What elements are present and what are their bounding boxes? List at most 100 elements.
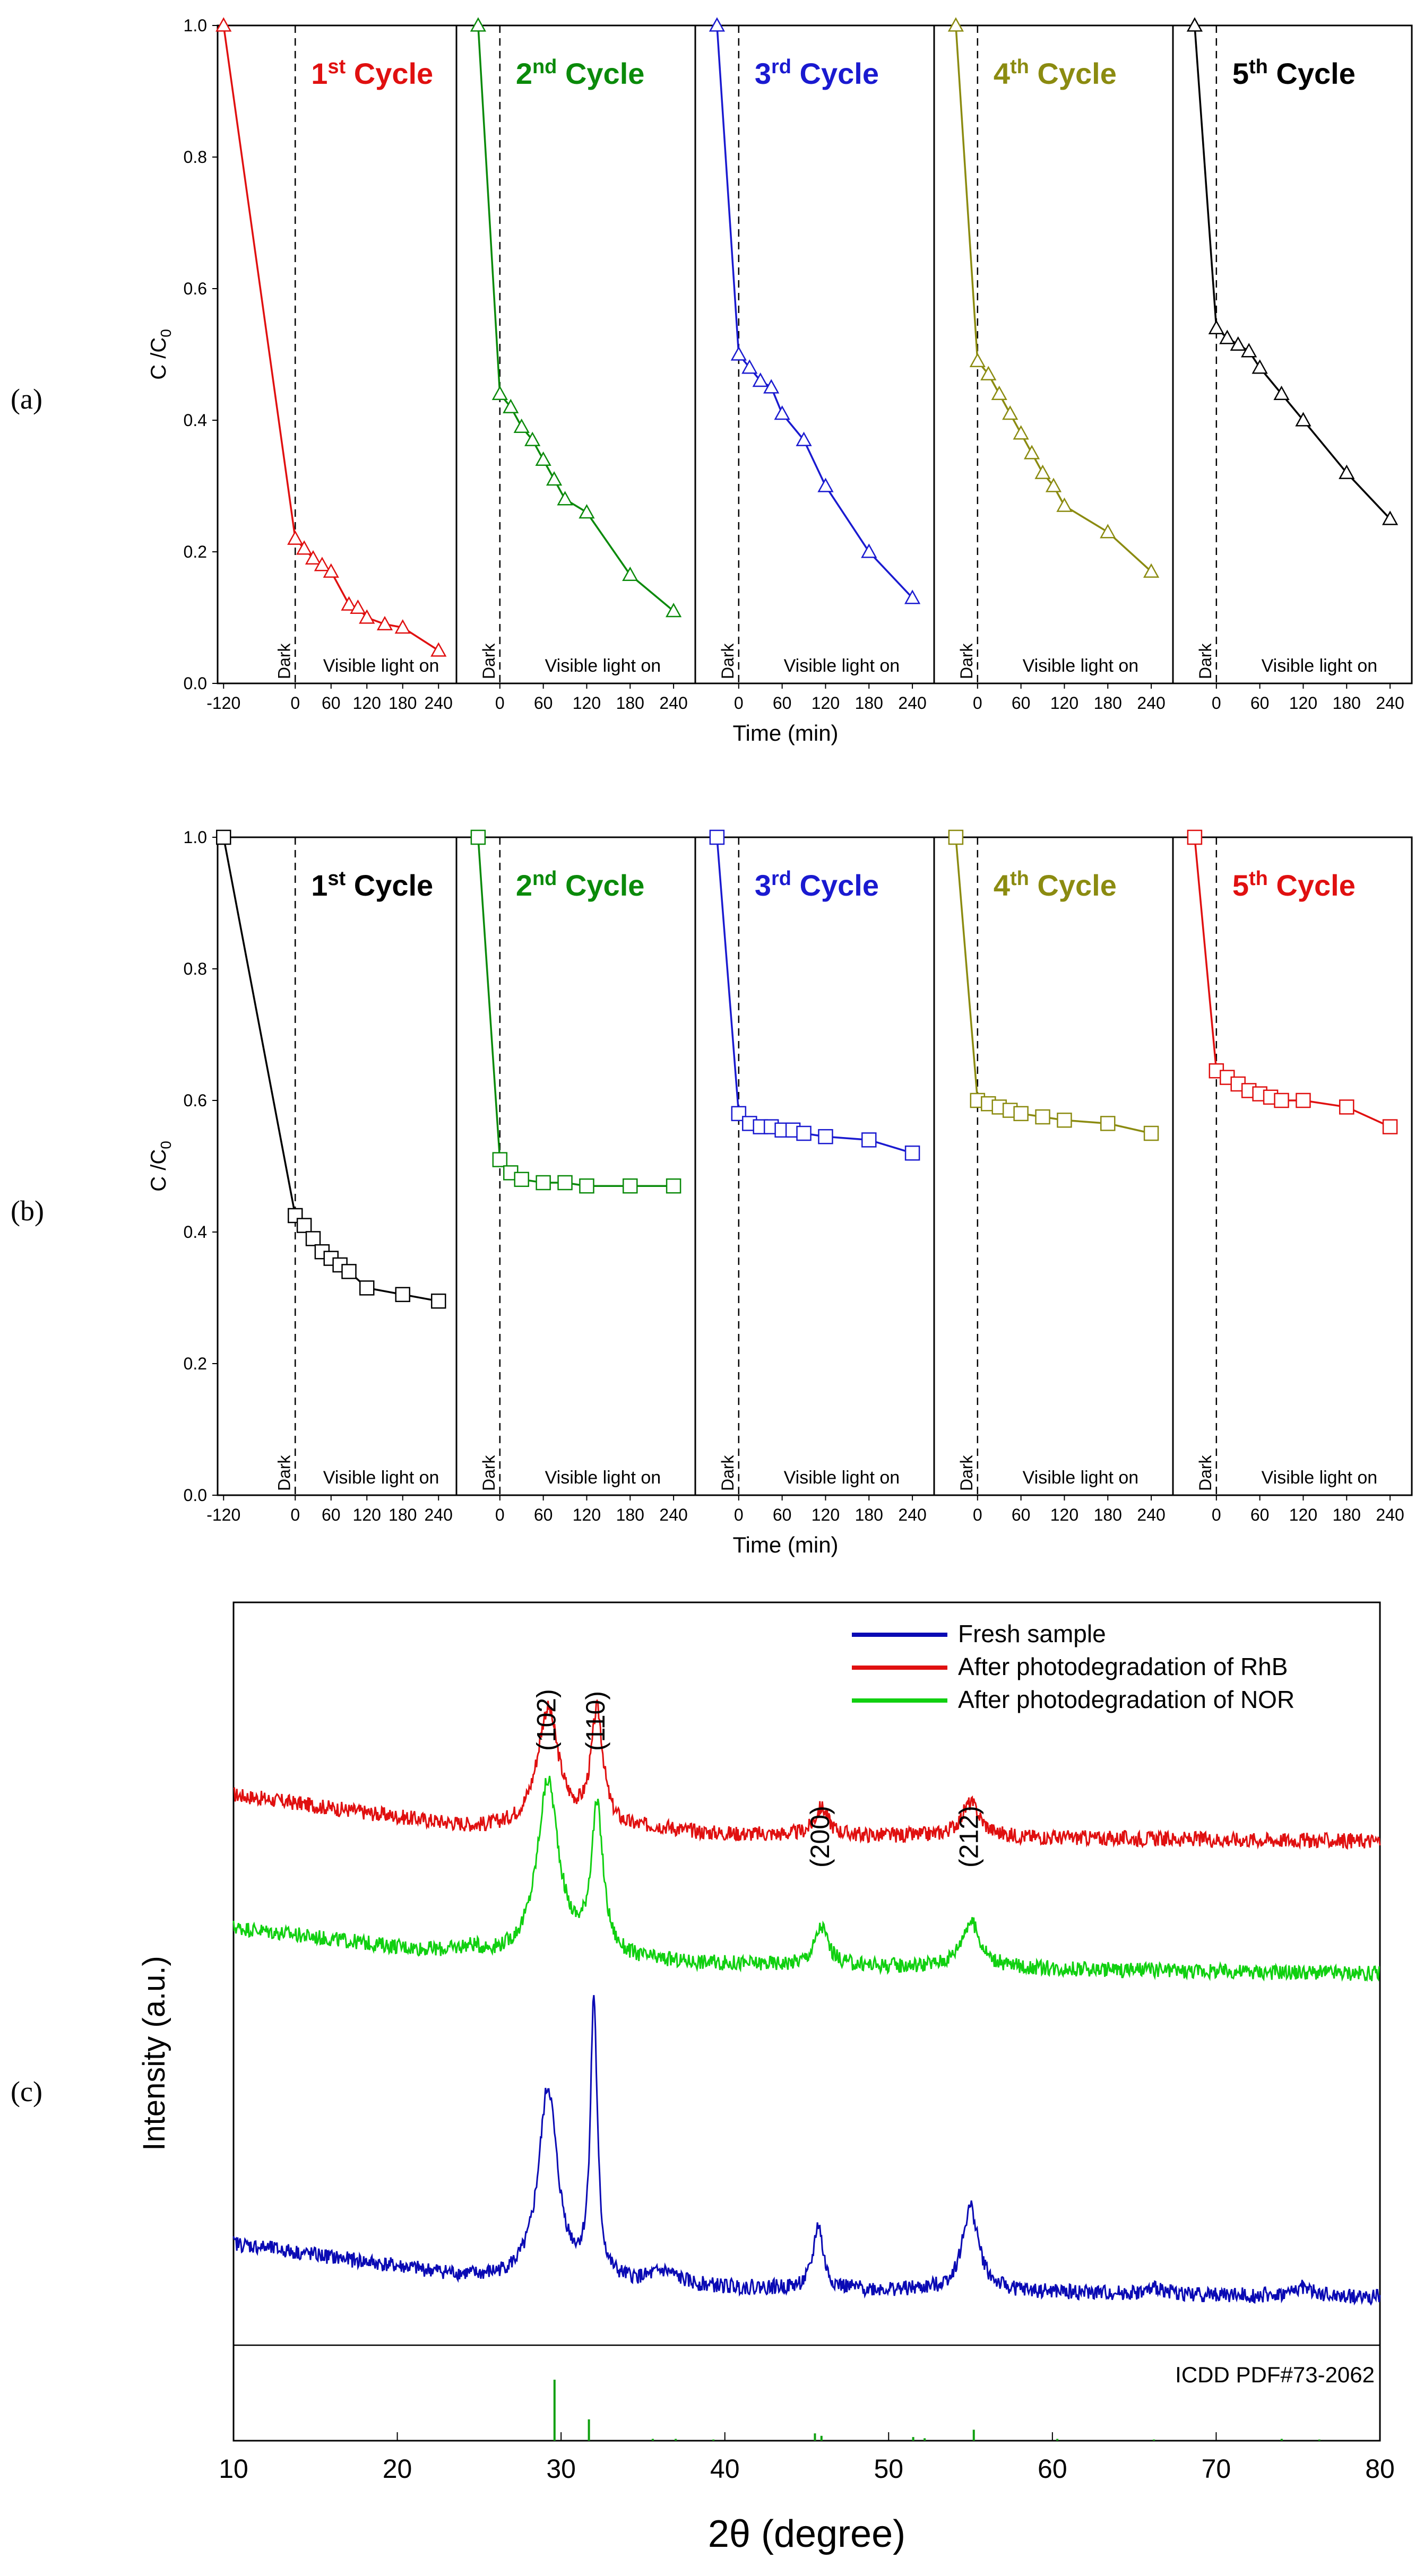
dark-label: Dark (718, 1454, 737, 1491)
x-tick-label: 240 (1137, 693, 1165, 713)
cycle-title: 4th Cycle (994, 56, 1117, 90)
data-point (341, 596, 357, 611)
data-point (305, 1231, 321, 1246)
visible-light-label: Visible light on (1023, 1468, 1139, 1488)
cycle-ordinal: nd (532, 56, 557, 78)
visible-light-label: Visible light on (784, 1468, 900, 1488)
data-point (709, 829, 725, 845)
data-point (947, 17, 964, 32)
cycle-number: 2 (516, 869, 532, 902)
visible-light-label: Visible light on (323, 656, 439, 676)
data-point (1023, 445, 1040, 459)
data-point (296, 540, 313, 555)
data-point (557, 1175, 573, 1191)
data-point (763, 379, 780, 394)
x-tick-label: 50 (874, 2454, 903, 2484)
cycle-word: Cycle (346, 869, 433, 902)
x-tick-label: 180 (1333, 693, 1361, 713)
data-point (752, 372, 769, 387)
data-point (666, 1178, 681, 1194)
dark-label: Dark (957, 1454, 976, 1491)
visible-light-label: Visible light on (1262, 656, 1378, 676)
data-point (1241, 343, 1257, 358)
data-point (536, 1175, 551, 1191)
x-tick-label: 60 (534, 1505, 553, 1524)
data-point (1034, 464, 1051, 479)
cycle-ordinal: rd (771, 868, 791, 890)
data-point (1143, 563, 1160, 578)
cycle-number: 4 (994, 869, 1010, 902)
x-tick-label: 60 (534, 693, 553, 713)
data-point (1045, 478, 1062, 492)
cycle-ordinal: st (327, 56, 346, 78)
data-point (524, 431, 541, 446)
cycle-frame (694, 836, 935, 1496)
x-tick-label: 80 (1365, 2454, 1395, 2484)
x-tick-label: 180 (389, 693, 417, 713)
x-tick-label: 240 (425, 693, 453, 713)
y-axis-label: Intensity (a.u.) (137, 1956, 171, 2150)
cycle-title: 5th Cycle (1232, 868, 1356, 902)
x-tick-label: 40 (710, 2454, 740, 2484)
y-axis-label: C /C0 (147, 329, 174, 380)
x-tick-label: 120 (1289, 1505, 1317, 1524)
data-point (1035, 1109, 1050, 1125)
peak-label: (212) (954, 1806, 984, 1868)
x-tick-label: 120 (1289, 693, 1317, 713)
x-tick-label: 20 (383, 2454, 412, 2484)
series-line (222, 837, 439, 1302)
data-point (861, 543, 877, 558)
y-axis-label-main: C /C (147, 337, 170, 380)
data-point (535, 451, 551, 466)
panel-label-b: (b) (11, 1195, 44, 1227)
x-tick-label: -120 (206, 1505, 240, 1524)
cycle-number: 3 (755, 869, 771, 902)
cycle-frame (933, 24, 1174, 684)
x-tick-label: 0 (495, 693, 505, 713)
x-tick-label: 0 (973, 1505, 982, 1524)
x-tick-label: 60 (773, 1505, 792, 1524)
data-point (1339, 464, 1355, 479)
data-point (796, 431, 812, 446)
legend-label: After photodegradation of RhB (958, 1653, 1288, 1680)
dark-label: Dark (1196, 1454, 1215, 1491)
data-point (305, 550, 322, 565)
data-point (1295, 412, 1311, 427)
data-point (503, 398, 519, 413)
data-point (492, 1152, 508, 1167)
data-point (579, 504, 595, 519)
x-tick-label: 0 (495, 1505, 505, 1524)
x-tick-label: 0 (1212, 1505, 1221, 1524)
x-tick-label: 60 (322, 1505, 341, 1524)
cycle-word: Cycle (791, 57, 879, 90)
data-point (1056, 497, 1073, 512)
data-point (430, 642, 447, 657)
xrd-trace (232, 1775, 1380, 1982)
x-tick-label: 120 (1050, 693, 1078, 713)
panel-label-a: (a) (11, 383, 42, 415)
data-point (969, 352, 986, 368)
cycle-number: 1 (311, 869, 327, 902)
x-tick-label: 180 (1094, 693, 1122, 713)
x-tick-label: 70 (1202, 2454, 1231, 2484)
x-axis-label: 2θ (degree) (708, 2513, 905, 2555)
data-point (1187, 829, 1203, 845)
cycle-number: 2 (516, 57, 532, 90)
x-tick-label: 120 (573, 1505, 601, 1524)
y-tick-label: 0.2 (184, 1354, 207, 1373)
peak-label: (110) (581, 1691, 610, 1751)
cycle-frame (933, 836, 1174, 1496)
dark-label: Dark (274, 643, 294, 679)
data-point (774, 405, 790, 420)
cycle-word: Cycle (1029, 869, 1117, 902)
cycle-ordinal: th (1010, 868, 1029, 890)
y-axis-label-sub: 0 (158, 1141, 174, 1149)
cycle-title: 4th Cycle (994, 868, 1117, 902)
data-point (1100, 524, 1116, 539)
cycle-frame (694, 24, 935, 684)
x-axis-label: Time (min) (732, 1532, 838, 1557)
series-line (716, 25, 913, 599)
y-tick-label: 0.4 (184, 411, 207, 430)
data-point (1057, 1112, 1072, 1128)
x-tick-label: 0 (290, 1505, 300, 1524)
